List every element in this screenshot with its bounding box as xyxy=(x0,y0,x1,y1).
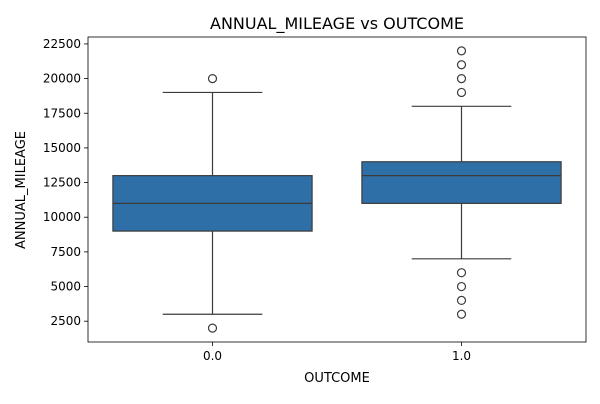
y-tick-label: 15000 xyxy=(43,141,81,155)
y-tick-label: 12500 xyxy=(43,176,81,190)
x-axis-label: OUTCOME xyxy=(304,371,370,386)
outlier-point xyxy=(456,309,467,319)
outlier-point xyxy=(456,46,467,56)
box-group-1-0 xyxy=(361,46,562,319)
y-tick-label: 22500 xyxy=(43,37,81,51)
y-tick-label: 17500 xyxy=(43,106,81,120)
outlier-point xyxy=(456,73,467,84)
y-axis: 2500 5000 7500 10000 12500 15000 17500 20000 225… xyxy=(43,37,88,328)
outlier-point xyxy=(207,73,218,84)
y-tick-label: 2500 xyxy=(50,314,81,328)
plot-area xyxy=(112,46,562,333)
outlier-point xyxy=(456,268,467,278)
iqr-box xyxy=(361,161,562,204)
y-tick-label: 7500 xyxy=(50,245,81,259)
y-tick-label: 10000 xyxy=(43,210,81,224)
chart-title: ANNUAL_MILEAGE vs OUTCOME xyxy=(210,14,464,34)
outlier-point xyxy=(456,60,467,70)
y-tick-label: 20000 xyxy=(43,72,81,86)
outlier-point xyxy=(456,295,467,306)
outlier-point xyxy=(456,281,467,292)
box-group-0-0 xyxy=(112,73,313,333)
x-axis: 0.0 1.0 xyxy=(203,342,471,363)
y-axis-label: ANNUAL_MILEAGE xyxy=(14,131,29,249)
x-tick-label: 1.0 xyxy=(452,349,471,363)
y-tick-label: 5000 xyxy=(50,280,81,294)
outlier-point xyxy=(207,323,218,333)
x-tick-label: 0.0 xyxy=(203,349,222,363)
outlier-point xyxy=(456,87,467,98)
plot-frame xyxy=(87,36,587,343)
